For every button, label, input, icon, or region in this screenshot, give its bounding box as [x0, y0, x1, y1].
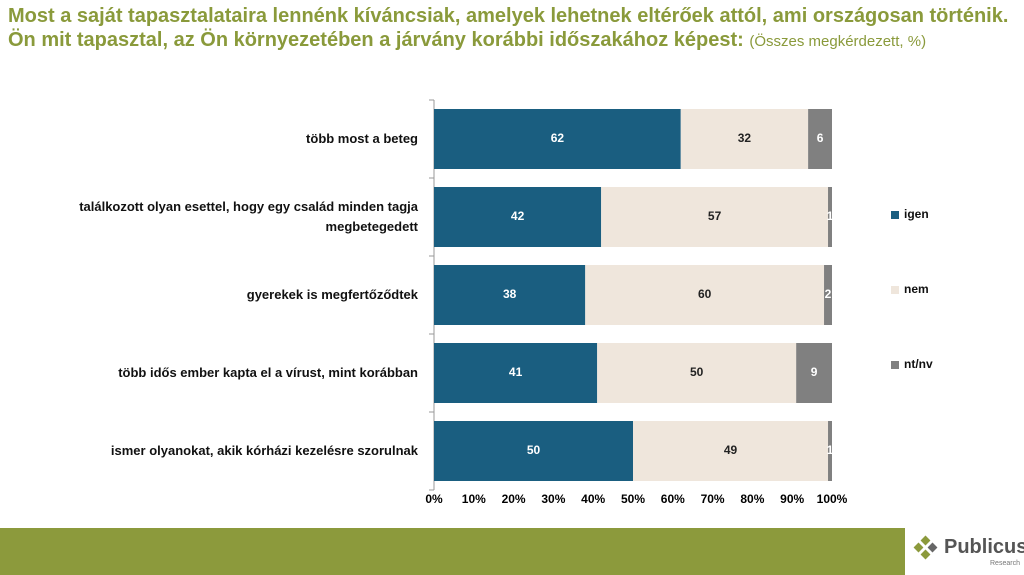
bar-segment — [828, 421, 832, 481]
bar-segment — [808, 109, 832, 169]
chart-title: Most a saját tapasztalataira lennénk kív… — [8, 5, 1009, 51]
category-label: gyerekek is megfertőződtek — [246, 287, 418, 302]
data-label: 2 — [825, 287, 832, 301]
x-tick-label: 60% — [661, 492, 685, 506]
legend-swatch — [891, 286, 899, 294]
data-label: 49 — [724, 443, 738, 457]
bar-segment — [796, 343, 832, 403]
data-label: 6 — [817, 131, 824, 145]
data-label: 38 — [503, 287, 517, 301]
data-label: 60 — [698, 287, 712, 301]
bar-segment — [434, 109, 681, 169]
title-block: Most a saját tapasztalataira lennénk kív… — [8, 4, 1013, 54]
bar-segment — [601, 187, 829, 247]
bar-segment — [828, 187, 832, 247]
x-tick-label: 50% — [621, 492, 645, 506]
bar-segment — [824, 265, 832, 325]
legend-label: igen — [904, 207, 929, 221]
bar-segment — [680, 109, 809, 169]
x-tick-label: 100% — [817, 492, 848, 506]
bar-segment — [434, 343, 598, 403]
data-label: 57 — [708, 209, 722, 223]
bar-segment — [434, 265, 586, 325]
bar-segment — [633, 421, 829, 481]
data-label: 32 — [738, 131, 752, 145]
legend-swatch — [891, 211, 899, 219]
x-tick-label: 30% — [541, 492, 565, 506]
x-tick-label: 20% — [502, 492, 526, 506]
data-label: 9 — [811, 365, 818, 379]
x-tick-label: 10% — [462, 492, 486, 506]
bar-segment — [434, 421, 633, 481]
logo-icon — [913, 535, 938, 560]
bar-segment — [597, 343, 797, 403]
x-tick-label: 70% — [701, 492, 725, 506]
category-label: találkozott olyan esettel, hogy egy csal… — [79, 199, 418, 234]
brand-tagline: Research — [990, 560, 1020, 567]
data-label: 41 — [509, 365, 523, 379]
x-tick-label: 80% — [740, 492, 764, 506]
bar-segment — [434, 187, 602, 247]
data-label: 1 — [827, 209, 834, 223]
category-label: több idős ember kapta el a vírust, mint … — [118, 365, 418, 380]
data-label: 42 — [511, 209, 525, 223]
category-label: több most a beteg — [306, 131, 418, 146]
category-label: ismer olyanokat, akik kórházi kezelésre … — [110, 443, 418, 458]
x-tick-label: 90% — [780, 492, 804, 506]
footer-band — [0, 528, 905, 575]
x-tick-label: 40% — [581, 492, 605, 506]
data-label: 62 — [551, 131, 565, 145]
data-label: 50 — [690, 365, 704, 379]
data-label: 1 — [827, 443, 834, 457]
legend-label: nt/nv — [904, 357, 933, 371]
chart-subtitle: (Összes megkérdezett, %) — [749, 33, 927, 50]
brand: Publicus — [944, 536, 1024, 558]
x-tick-label: 0% — [425, 492, 443, 506]
data-label: 50 — [527, 443, 541, 457]
legend-label: nem — [904, 282, 929, 296]
legend-swatch — [891, 361, 899, 369]
bar-segment — [585, 265, 825, 325]
